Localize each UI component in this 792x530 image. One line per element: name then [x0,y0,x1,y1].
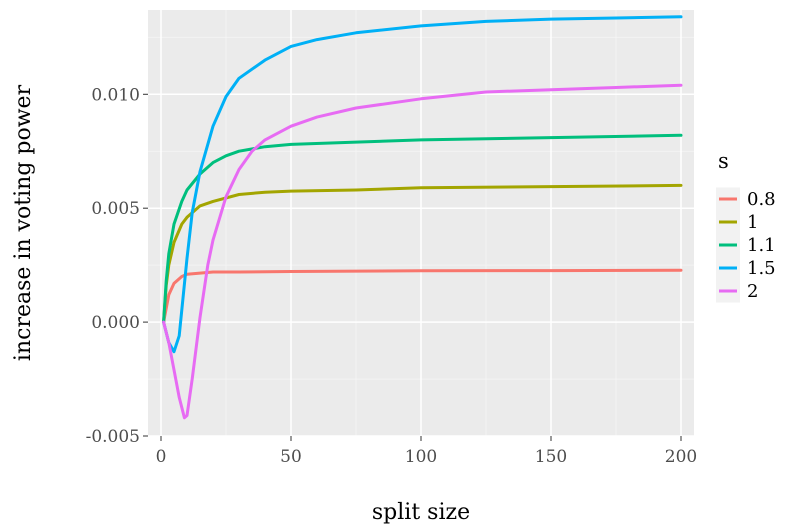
series-lines [162,15,683,420]
series-line-2 [162,83,683,420]
y-tick-label: 0.000 [91,313,140,333]
series-line-1.1 [162,133,683,324]
series-line-1.5 [162,15,683,354]
legend: s 0.811.11.52 [716,149,776,303]
legend-label-1: 1 [747,212,758,233]
x-tick-label: 200 [665,447,697,467]
x-tick-label: 100 [405,447,437,467]
x-tick-label: 150 [535,447,567,467]
series-line-1 [162,183,683,324]
x-axis: 0 50 100 150 200 [156,436,697,467]
legend-label-0.8: 0.8 [747,189,776,210]
legend-label-2: 2 [747,281,758,302]
legend-label-1.5: 1.5 [747,258,776,279]
y-axis: -0.005 0.000 0.005 0.010 [86,85,148,447]
x-tick-label: 50 [280,447,302,467]
x-tick-label: 0 [156,447,167,467]
y-axis-title: increase in voting power [11,84,36,361]
y-tick-label: 0.005 [91,199,140,219]
y-tick-label: -0.005 [86,427,140,447]
legend-label-1.1: 1.1 [747,235,776,256]
x-axis-title: split size [372,500,470,525]
y-tick-label: 0.010 [91,85,140,105]
legend-title: s [718,149,729,173]
